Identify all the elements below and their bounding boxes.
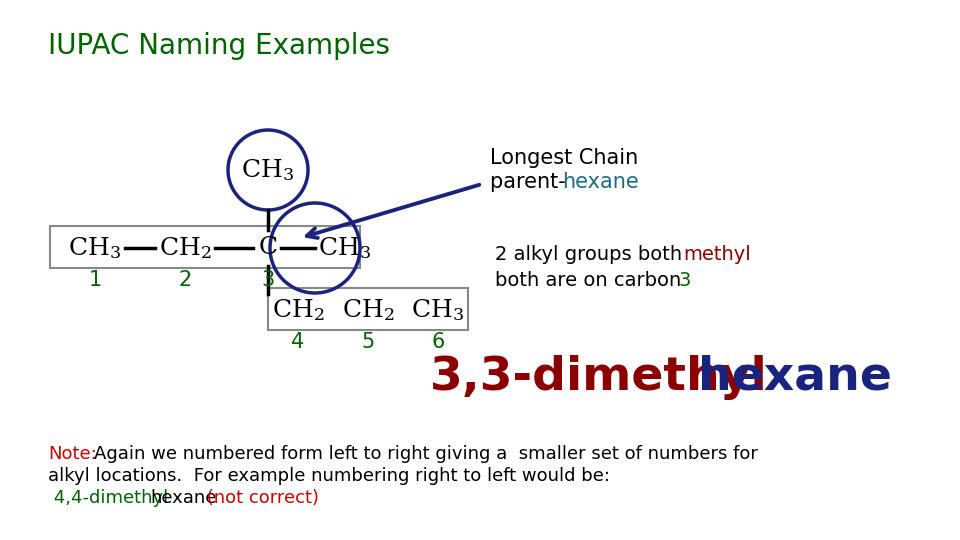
Text: 2: 2 [179, 270, 192, 290]
Text: 3,3-dimethyl: 3,3-dimethyl [430, 355, 768, 400]
Text: 2 alkyl groups both: 2 alkyl groups both [495, 245, 688, 264]
Text: alkyl locations.  For example numbering right to left would be:: alkyl locations. For example numbering r… [48, 467, 610, 485]
Text: $\mathregular{CH_3}$: $\mathregular{CH_3}$ [412, 297, 465, 323]
Text: $\mathregular{CH_2}$: $\mathregular{CH_2}$ [342, 297, 395, 323]
Text: 4,4-dimethyl: 4,4-dimethyl [48, 489, 168, 507]
Text: $\mathregular{CH_2}$: $\mathregular{CH_2}$ [158, 235, 211, 261]
Text: $\mathregular{CH_3}$: $\mathregular{CH_3}$ [319, 235, 372, 261]
Text: (not correct): (not correct) [201, 489, 319, 507]
Text: Longest Chain: Longest Chain [490, 148, 638, 168]
Text: $\mathregular{CH_3}$: $\mathregular{CH_3}$ [242, 157, 295, 183]
Text: hexane: hexane [150, 489, 216, 507]
Text: both are on carbon: both are on carbon [495, 271, 687, 290]
Text: 3: 3 [261, 270, 275, 290]
Text: parent-: parent- [490, 172, 572, 192]
Text: methyl: methyl [683, 245, 751, 264]
Text: 6: 6 [431, 332, 444, 352]
Text: IUPAC Naming Examples: IUPAC Naming Examples [48, 32, 390, 60]
Text: $\mathregular{CH_2}$: $\mathregular{CH_2}$ [272, 297, 324, 323]
Text: 4: 4 [292, 332, 304, 352]
Text: $\mathregular{C}$: $\mathregular{C}$ [258, 237, 277, 260]
Text: hexane: hexane [698, 355, 892, 400]
Text: 5: 5 [361, 332, 374, 352]
Text: $\mathregular{CH_3}$: $\mathregular{CH_3}$ [68, 235, 122, 261]
Text: hexane: hexane [562, 172, 638, 192]
Text: 1: 1 [88, 270, 102, 290]
Text: Note:: Note: [48, 445, 97, 463]
Text: 3: 3 [678, 271, 690, 290]
Text: Again we numbered form left to right giving a  smaller set of numbers for: Again we numbered form left to right giv… [94, 445, 757, 463]
